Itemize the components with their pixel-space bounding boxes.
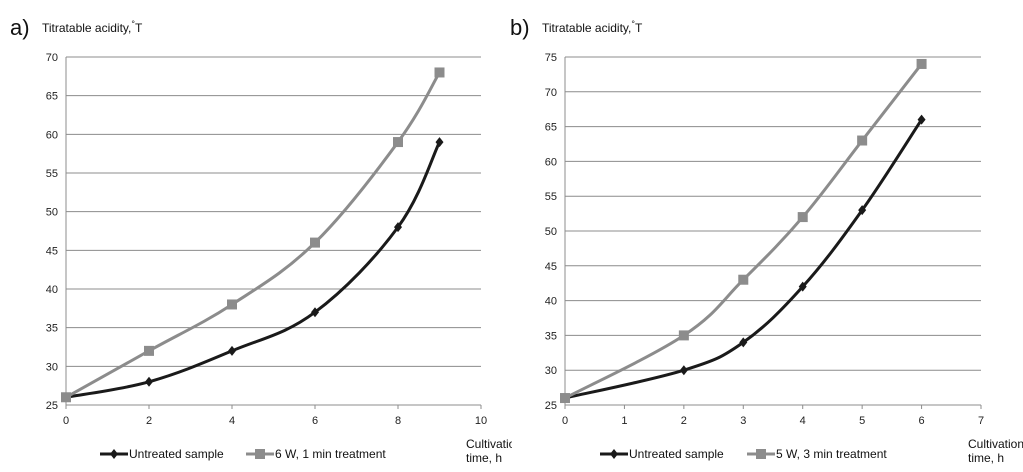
data-point-1 xyxy=(311,307,319,318)
y-tick-label: 45 xyxy=(46,245,58,257)
y-tick-label: 70 xyxy=(46,52,58,64)
x-tick-label: 2 xyxy=(146,415,152,427)
data-point-2 xyxy=(434,67,445,78)
data-point-2 xyxy=(916,58,927,69)
x-tick-label: 8 xyxy=(395,415,401,427)
legend-marker-2 xyxy=(255,449,265,459)
y-tick-label: 55 xyxy=(46,168,58,180)
y-tick-label: 50 xyxy=(545,226,557,238)
y-axis-label: Titratable acidity,°T xyxy=(42,19,143,35)
data-point-1 xyxy=(798,281,807,292)
data-point-2 xyxy=(560,393,570,404)
x-tick-label: 6 xyxy=(919,415,925,427)
panel-label: a) xyxy=(10,15,30,40)
data-point-2 xyxy=(738,274,749,285)
chart-panel-b: b) Titratable acidity,°T 25 30 35 40 45 50 55 60 6… xyxy=(500,0,1023,472)
data-point-2 xyxy=(857,135,868,146)
x-tick-label: 1 xyxy=(621,415,627,427)
y-tick-label: 35 xyxy=(46,323,58,335)
y-tick-label: 25 xyxy=(545,400,557,412)
x-tick-label: 7 xyxy=(978,415,984,427)
series-line-2 xyxy=(564,63,923,400)
data-point-2 xyxy=(227,299,237,310)
data-point-2 xyxy=(393,137,403,148)
legend-marker-1 xyxy=(110,449,118,459)
data-point-2 xyxy=(678,330,689,341)
legend-label-1: Untreated sample xyxy=(129,447,224,461)
chart-b-svg: b) Titratable acidity,°T25303540455055606… xyxy=(510,15,1023,465)
data-point-1 xyxy=(739,337,748,348)
series-line-1 xyxy=(65,141,441,399)
x-tick-label: 2 xyxy=(681,415,687,427)
y-tick-label: 60 xyxy=(46,129,58,141)
legend-label-2: 5 W, 3 min treatment xyxy=(776,447,887,461)
x-tick-label: 3 xyxy=(740,415,746,427)
y-axis-label: Titratable acidity,°T xyxy=(542,19,643,35)
y-tick-label: 75 xyxy=(545,52,557,64)
y-tick-label: 45 xyxy=(545,261,557,273)
x-tick-label: 0 xyxy=(63,415,69,427)
x-tick-label: 4 xyxy=(800,415,806,427)
data-point-2 xyxy=(310,237,320,248)
data-point-2 xyxy=(144,345,154,356)
y-tick-label: 60 xyxy=(545,156,557,168)
data-point-1 xyxy=(917,114,926,125)
y-tick-label: 70 xyxy=(545,87,557,99)
y-tick-label: 40 xyxy=(545,296,557,308)
x-tick-label: 6 xyxy=(312,415,318,427)
data-point-2 xyxy=(61,392,71,403)
y-tick-label: 30 xyxy=(46,361,58,373)
legend-marker-2 xyxy=(756,449,766,459)
data-point-1 xyxy=(858,205,867,216)
data-point-2 xyxy=(797,212,808,223)
x-axis-label: time, h xyxy=(968,451,1004,465)
x-tick-label: 0 xyxy=(562,415,568,427)
data-point-1 xyxy=(394,222,402,233)
panel-label: b) xyxy=(510,15,530,40)
y-tick-label: 35 xyxy=(545,330,557,342)
series-line-2 xyxy=(65,71,441,399)
x-axis-label: Cultivation xyxy=(466,437,512,451)
x-tick-label: 4 xyxy=(229,415,235,427)
chart-a-svg: a) Titratable acidity,°T25303540455055606… xyxy=(10,15,512,465)
y-tick-label: 40 xyxy=(46,284,58,296)
y-tick-label: 65 xyxy=(545,122,557,134)
legend-label-1: Untreated sample xyxy=(629,447,724,461)
y-tick-label: 30 xyxy=(545,365,557,377)
data-point-1 xyxy=(435,137,444,148)
y-tick-label: 65 xyxy=(46,91,58,103)
data-point-1 xyxy=(679,365,688,376)
y-tick-label: 55 xyxy=(545,191,557,203)
x-axis-label: time, h xyxy=(466,451,502,465)
y-tick-label: 25 xyxy=(46,400,58,412)
chart-panel-a: a) Titratable acidity,°T 25 30 35 40 45 50 55 60 6… xyxy=(10,15,512,465)
data-point-1 xyxy=(145,376,153,387)
y-tick-label: 50 xyxy=(46,207,58,219)
data-point-1 xyxy=(228,345,236,356)
x-axis-label: Cultivation xyxy=(968,437,1023,451)
series-line-1 xyxy=(564,118,923,400)
legend-marker-1 xyxy=(610,449,618,459)
legend-label-2: 6 W, 1 min treatment xyxy=(275,447,386,461)
x-tick-label: 5 xyxy=(859,415,865,427)
x-tick-label: 10 xyxy=(475,415,487,427)
